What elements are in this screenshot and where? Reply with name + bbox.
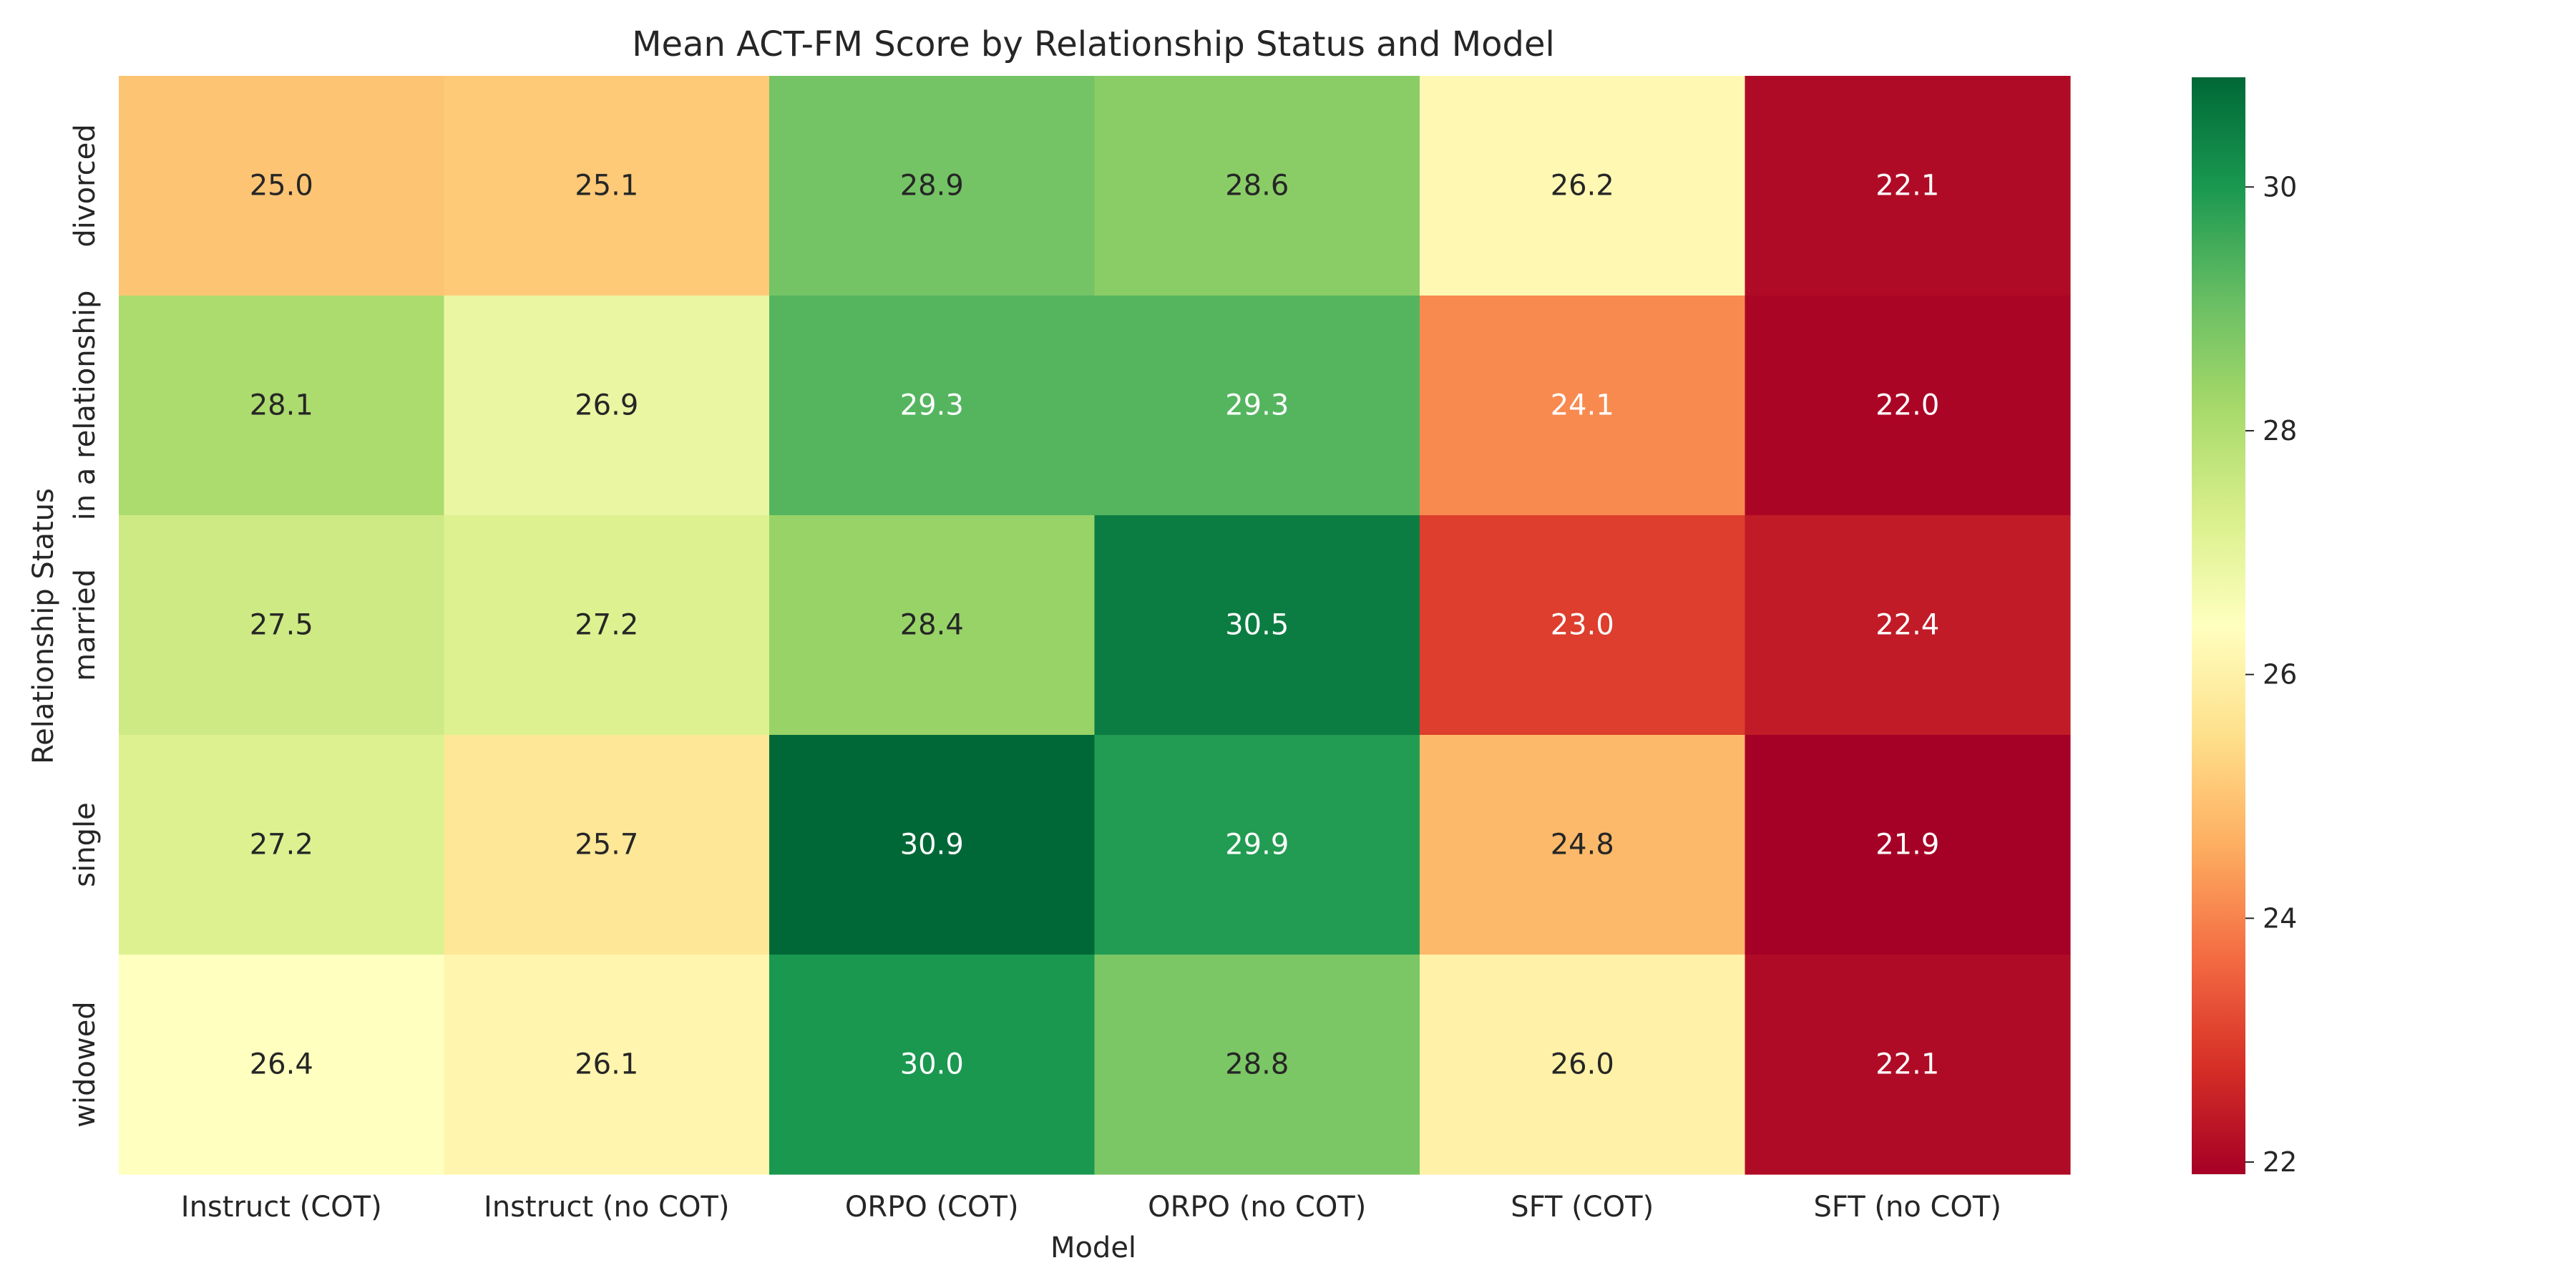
x-tick-label-orpo-no-cot: ORPO (no COT) <box>1148 1191 1366 1224</box>
heatmap-cell-value: 23.0 <box>1551 609 1614 642</box>
heatmap-cell-divorced-orpo-cot <box>769 76 1096 296</box>
colorbar-ticks: 22 24 26 28 30 <box>2245 171 2297 1178</box>
y-tick-label-married: married <box>69 569 102 681</box>
x-tick-label-orpo-cot: ORPO (COT) <box>845 1191 1019 1224</box>
heatmap-cell-value: 25.1 <box>575 170 638 203</box>
heatmap-cell-in-a-relationship-instruct-cot <box>119 296 445 516</box>
heatmap-cell-widowed-orpo-cot <box>769 955 1096 1175</box>
heatmap-cell-value: 26.4 <box>250 1048 313 1081</box>
heatmap-cell-value: 28.9 <box>900 170 964 203</box>
heatmap-cell-value: 27.5 <box>250 609 313 642</box>
heatmap-cell-married-sft-cot <box>1420 515 1746 736</box>
heatmap-cell-single-sft-cot <box>1420 735 1746 955</box>
x-tick-label-instruct-cot: Instruct (COT) <box>181 1191 382 1224</box>
heatmap-cell-widowed-instruct-no-cot <box>444 955 770 1175</box>
heatmap-cell-value: 26.1 <box>575 1048 638 1081</box>
chart-title: Mean ACT-FM Score by Relationship Status… <box>632 24 1555 64</box>
heatmap-cell-single-instruct-no-cot <box>444 735 770 955</box>
heatmap-cell-value: 29.3 <box>1225 389 1289 422</box>
x-tick-label-sft-no-cot: SFT (no COT) <box>1814 1191 2001 1224</box>
heatmap-cell-value: 28.1 <box>250 389 313 422</box>
heatmap-cell-married-orpo-cot <box>769 515 1096 736</box>
heatmap-cell-married-instruct-cot <box>119 515 445 736</box>
heatmap-cell-value: 26.9 <box>575 389 638 422</box>
heatmap-cell-value: 30.9 <box>900 829 964 862</box>
heatmap-cell-divorced-orpo-no-cot <box>1094 76 1420 296</box>
heatmap-cell-divorced-sft-cot <box>1420 76 1746 296</box>
heatmap-cell-value: 22.0 <box>1875 389 1939 422</box>
heatmap-cell-single-orpo-cot <box>769 735 1096 955</box>
heatmap-cell-single-orpo-no-cot <box>1094 735 1420 955</box>
colorbar-tick-label: 28 <box>2263 415 2297 447</box>
heatmap-cell-married-sft-no-cot <box>1745 515 2071 736</box>
heatmap-cell-married-orpo-no-cot <box>1094 515 1420 736</box>
heatmap-cell-value: 26.2 <box>1551 170 1614 203</box>
heatmap-cell-value: 28.6 <box>1225 170 1289 203</box>
y-axis-tick-labels: divorced in a relationship married single wi… <box>69 124 102 1127</box>
heatmap-cell-value: 22.4 <box>1875 609 1939 642</box>
y-tick-label-in-a-relationship: in a relationship <box>69 291 102 521</box>
heatmap-cell-value: 24.8 <box>1551 829 1614 862</box>
heatmap-cell-value: 30.0 <box>900 1048 964 1081</box>
heatmap-cell-in-a-relationship-orpo-no-cot <box>1094 296 1420 516</box>
heatmap-cell-widowed-instruct-cot <box>119 955 445 1175</box>
colorbar-tick-label: 30 <box>2263 171 2297 203</box>
x-axis-tick-labels: Instruct (COT) Instruct (no COT) ORPO (COT… <box>181 1191 2001 1224</box>
heatmap-cell-widowed-sft-no-cot <box>1745 955 2071 1175</box>
heatmap-cell-value: 30.5 <box>1225 609 1289 642</box>
heatmap-cell-value: 25.0 <box>250 170 313 203</box>
heatmap-cell-value: 27.2 <box>575 609 638 642</box>
y-axis-label: Relationship Status <box>27 488 60 764</box>
heatmap-cell-value: 28.4 <box>900 609 964 642</box>
heatmap-cell-value: 24.1 <box>1551 389 1614 422</box>
x-axis-label: Model <box>1050 1231 1136 1264</box>
heatmap-cell-labels: 25.0 25.1 28.9 28.6 26.2 22.1 28.1 26.9 29.3 29.3… <box>250 170 1940 1081</box>
heatmap-cell-divorced-instruct-cot <box>119 76 445 296</box>
heatmap-cell-value: 29.3 <box>900 389 964 422</box>
heatmap-cell-divorced-sft-no-cot <box>1745 76 2071 296</box>
heatmap-cell-value: 22.1 <box>1875 1048 1939 1081</box>
y-tick-label-single: single <box>69 802 102 887</box>
colorbar <box>2192 77 2245 1174</box>
y-tick-label-widowed: widowed <box>69 1001 102 1127</box>
heatmap-cell-in-a-relationship-sft-no-cot <box>1745 296 2071 516</box>
heatmap-cell-widowed-sft-cot <box>1420 955 1746 1175</box>
heatmap-cell-value: 27.2 <box>250 829 313 862</box>
heatmap-cell-married-instruct-no-cot <box>444 515 770 736</box>
colorbar-tick-label: 24 <box>2263 902 2297 934</box>
heatmap-cell-single-instruct-cot <box>119 735 445 955</box>
y-tick-label-divorced: divorced <box>69 124 102 247</box>
heatmap-cell-value: 21.9 <box>1875 829 1939 862</box>
colorbar-tick-label: 22 <box>2263 1146 2297 1178</box>
x-tick-label-sft-cot: SFT (COT) <box>1511 1191 1654 1224</box>
heatmap-cell-divorced-instruct-no-cot <box>444 76 770 296</box>
heatmap-cell-widowed-orpo-no-cot <box>1094 955 1420 1175</box>
heatmap-cell-value: 25.7 <box>575 829 638 862</box>
heatmap-cell-value: 29.9 <box>1225 829 1289 862</box>
heatmap-cell-in-a-relationship-orpo-cot <box>769 296 1096 516</box>
colorbar-tick-label: 26 <box>2263 659 2297 691</box>
heatmap-cell-in-a-relationship-instruct-no-cot <box>444 296 770 516</box>
heatmap-cell-value: 22.1 <box>1875 170 1939 203</box>
heatmap-cells <box>119 76 2071 1175</box>
heatmap-cell-in-a-relationship-sft-cot <box>1420 296 1746 516</box>
heatmap-cell-single-sft-no-cot <box>1745 735 2071 955</box>
heatmap-cell-value: 28.8 <box>1225 1048 1289 1081</box>
heatmap-cell-value: 26.0 <box>1551 1048 1614 1081</box>
x-tick-label-instruct-no-cot: Instruct (no COT) <box>484 1191 729 1224</box>
